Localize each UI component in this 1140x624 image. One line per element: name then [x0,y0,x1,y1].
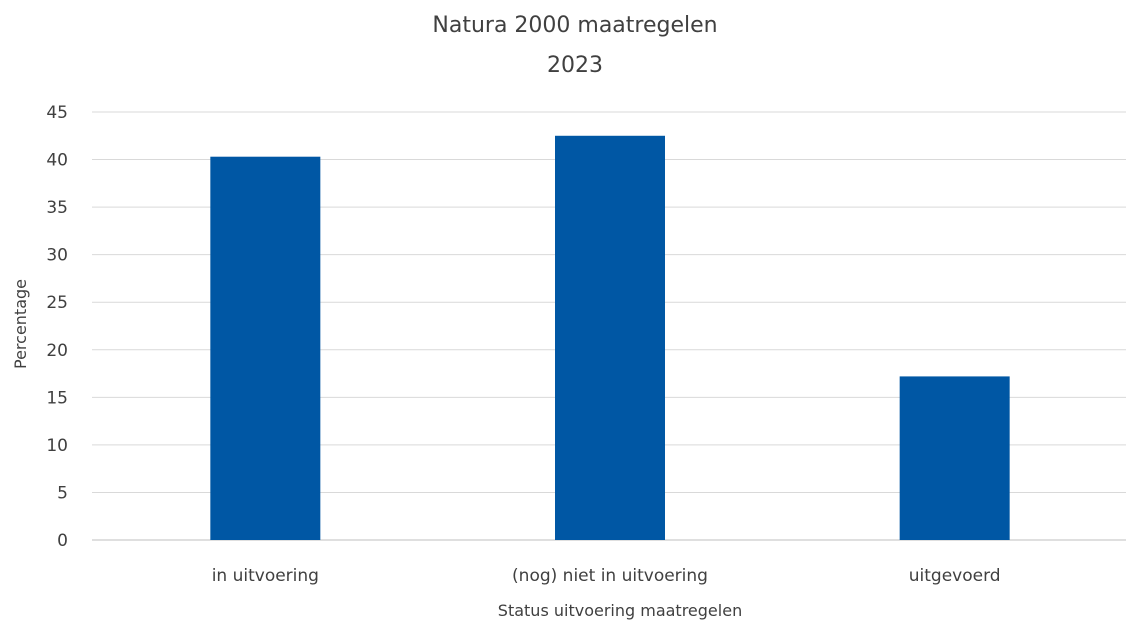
y-tick-label: 30 [46,246,68,266]
bars [210,135,1010,541]
y-axis-ticks: 0 5 10 15 20 25 30 35 40 45 [46,103,68,551]
x-axis-title: Status uitvoering maatregelen [498,601,742,620]
y-tick-label: 5 [57,483,68,503]
x-tick-label: in uitvoering [212,566,319,586]
x-axis-ticks: in uitvoering (nog) niet in uitvoering uit… [212,566,1001,586]
x-tick-label: (nog) niet in uitvoering [512,566,708,586]
y-tick-label: 0 [57,531,68,551]
y-tick-label: 45 [46,103,68,123]
y-tick-label: 15 [46,388,68,408]
chart-subtitle: 2023 [547,53,603,78]
y-tick-label: 10 [46,436,68,456]
bar [899,376,1010,540]
y-tick-label: 25 [46,293,68,313]
y-axis-title: Percentage [11,279,30,369]
y-tick-label: 20 [46,341,68,361]
y-tick-label: 40 [46,151,68,171]
chart-title: Natura 2000 maatregelen [432,13,717,38]
y-tick-label: 35 [46,198,68,218]
bar [210,156,321,541]
bar [555,135,665,540]
x-tick-label: uitgevoerd [909,566,1001,586]
